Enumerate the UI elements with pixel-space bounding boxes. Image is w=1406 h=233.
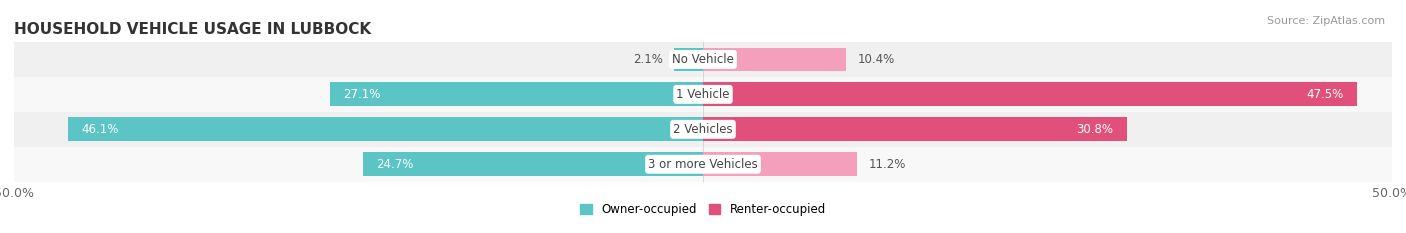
Bar	[703, 117, 1128, 141]
Text: 3 or more Vehicles: 3 or more Vehicles	[648, 158, 758, 171]
Text: HOUSEHOLD VEHICLE USAGE IN LUBBOCK: HOUSEHOLD VEHICLE USAGE IN LUBBOCK	[14, 22, 371, 37]
Bar	[14, 112, 1392, 147]
Bar	[703, 48, 846, 71]
Text: 30.8%: 30.8%	[1077, 123, 1114, 136]
Legend: Owner-occupied, Renter-occupied: Owner-occupied, Renter-occupied	[575, 198, 831, 221]
Text: 2 Vehicles: 2 Vehicles	[673, 123, 733, 136]
Text: 47.5%: 47.5%	[1306, 88, 1344, 101]
Bar	[14, 42, 1392, 77]
Bar	[703, 152, 858, 176]
Text: 10.4%: 10.4%	[858, 53, 894, 66]
Text: 24.7%: 24.7%	[377, 158, 413, 171]
Bar	[14, 147, 1392, 182]
Text: Source: ZipAtlas.com: Source: ZipAtlas.com	[1267, 16, 1385, 26]
Bar	[673, 48, 703, 71]
Text: 27.1%: 27.1%	[343, 88, 381, 101]
Bar	[14, 77, 1392, 112]
Text: 2.1%: 2.1%	[633, 53, 664, 66]
Text: 11.2%: 11.2%	[869, 158, 905, 171]
Bar	[363, 152, 703, 176]
Bar	[329, 82, 703, 106]
Text: 46.1%: 46.1%	[82, 123, 120, 136]
Bar	[703, 82, 1358, 106]
Text: No Vehicle: No Vehicle	[672, 53, 734, 66]
Bar	[67, 117, 703, 141]
Text: 1 Vehicle: 1 Vehicle	[676, 88, 730, 101]
